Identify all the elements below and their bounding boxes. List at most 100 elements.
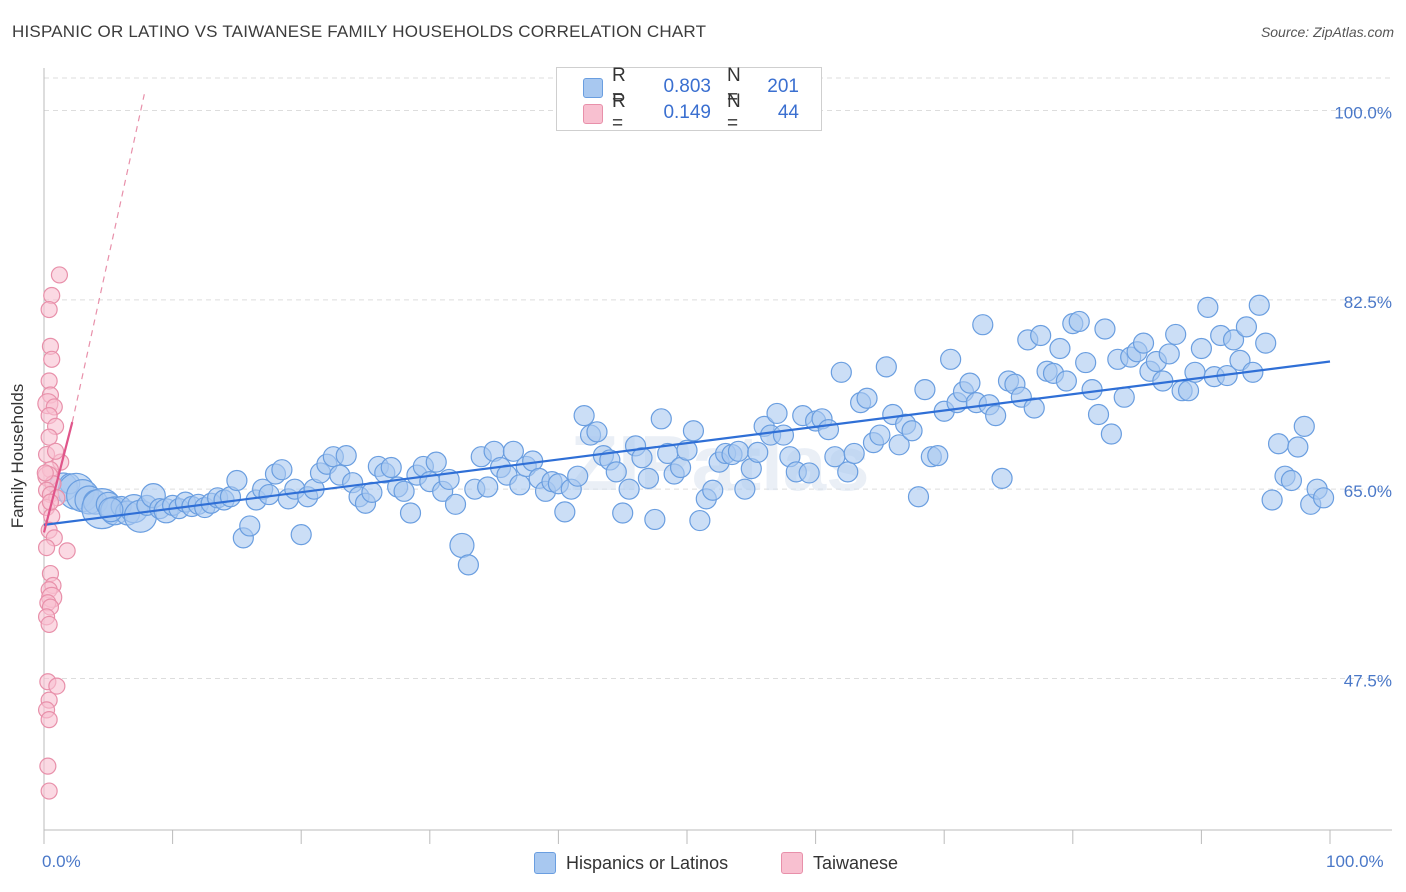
data-point bbox=[477, 476, 499, 498]
data-point bbox=[875, 356, 897, 378]
series-layer bbox=[36, 266, 1335, 800]
data-point bbox=[940, 348, 962, 370]
legend-n-value: 201 bbox=[767, 76, 799, 97]
data-point bbox=[605, 461, 627, 483]
legend-label-taiwanese: Taiwanese bbox=[813, 852, 899, 873]
data-point bbox=[43, 286, 61, 305]
data-point bbox=[612, 502, 634, 524]
y-tick-label: 82.5% bbox=[1344, 293, 1392, 312]
data-point bbox=[1087, 403, 1110, 426]
legend-r-value: 0.803 bbox=[663, 76, 711, 97]
data-point bbox=[1293, 415, 1315, 438]
y-axis-label: Family Households bbox=[8, 383, 27, 529]
legend-swatch-taiwanese bbox=[781, 852, 803, 874]
data-point bbox=[682, 420, 705, 442]
data-point bbox=[457, 554, 479, 576]
data-point bbox=[361, 481, 383, 504]
data-point bbox=[914, 379, 936, 401]
data-point bbox=[36, 464, 54, 482]
trend-extension bbox=[71, 94, 145, 423]
data-point bbox=[869, 424, 891, 446]
data-point bbox=[817, 419, 840, 441]
y-tick-label: 47.5% bbox=[1344, 672, 1392, 691]
x-tick-label-min: 0.0% bbox=[42, 852, 81, 871]
data-point bbox=[631, 447, 653, 469]
data-point bbox=[40, 428, 58, 446]
data-point bbox=[567, 465, 589, 487]
data-point bbox=[1075, 351, 1097, 374]
data-point bbox=[650, 408, 672, 430]
data-point bbox=[1287, 436, 1309, 458]
data-point bbox=[1197, 296, 1219, 318]
data-point bbox=[1055, 370, 1077, 392]
data-point bbox=[734, 478, 756, 500]
trend-line bbox=[43, 360, 1331, 526]
data-point bbox=[676, 439, 698, 461]
data-point bbox=[1030, 324, 1052, 347]
source-label: Source: ZipAtlas.com bbox=[1260, 24, 1394, 40]
data-point bbox=[46, 442, 65, 460]
legend-swatch-taiwanese bbox=[583, 104, 603, 124]
stats-legend: R = 0.803 N = 201 R = 0.149 N = 44 bbox=[556, 65, 822, 134]
data-point bbox=[1068, 310, 1090, 333]
data-point bbox=[772, 424, 795, 446]
chart-title: HISPANIC OR LATINO VS TAIWANESE FAMILY H… bbox=[12, 22, 707, 41]
data-point bbox=[58, 542, 76, 560]
data-point bbox=[1222, 329, 1245, 351]
data-point bbox=[959, 372, 981, 394]
data-point bbox=[43, 350, 61, 368]
data-point bbox=[39, 757, 57, 775]
data-point bbox=[837, 461, 859, 483]
y-tick-label: 65.0% bbox=[1344, 482, 1392, 501]
data-point bbox=[449, 532, 475, 559]
data-point bbox=[1081, 379, 1103, 401]
data-point bbox=[1255, 332, 1277, 354]
data-point bbox=[907, 486, 930, 508]
data-point bbox=[747, 441, 769, 463]
legend-r-label: R = bbox=[612, 65, 626, 108]
legend-n-label: N = bbox=[727, 91, 741, 134]
legend-swatch-hispanic bbox=[534, 852, 556, 874]
data-point bbox=[1235, 316, 1258, 338]
data-point bbox=[40, 300, 58, 319]
data-point bbox=[689, 509, 711, 532]
data-point bbox=[798, 462, 820, 484]
data-point bbox=[972, 314, 994, 336]
data-point bbox=[271, 459, 293, 481]
data-point bbox=[226, 469, 248, 492]
data-point bbox=[37, 538, 56, 557]
data-point bbox=[509, 474, 531, 496]
data-point bbox=[1267, 433, 1290, 455]
data-point bbox=[766, 402, 788, 425]
data-point bbox=[1248, 294, 1270, 316]
data-point bbox=[985, 404, 1007, 427]
data-point bbox=[393, 480, 415, 502]
data-point bbox=[830, 361, 852, 383]
data-point bbox=[1177, 380, 1200, 402]
bottom-legend-hispanic[interactable]: Hispanics or Latinos bbox=[534, 852, 728, 874]
data-point bbox=[1261, 489, 1283, 511]
data-point bbox=[1113, 386, 1135, 408]
legend-n-label: N = bbox=[727, 65, 741, 108]
legend-swatch-hispanic bbox=[583, 78, 603, 98]
series-hispanic bbox=[48, 294, 1335, 576]
data-point bbox=[1100, 423, 1122, 445]
data-point bbox=[573, 404, 595, 427]
trend-layer bbox=[42, 94, 1331, 533]
data-point bbox=[1132, 332, 1155, 354]
bottom-legend-taiwanese[interactable]: Taiwanese bbox=[781, 852, 898, 874]
data-point bbox=[618, 478, 640, 500]
data-point bbox=[554, 501, 576, 523]
data-point bbox=[290, 524, 312, 546]
data-point bbox=[502, 440, 524, 462]
data-point bbox=[1158, 343, 1180, 365]
data-point bbox=[991, 467, 1013, 489]
data-point bbox=[644, 508, 666, 531]
data-point bbox=[335, 445, 357, 467]
trend-line bbox=[42, 421, 74, 533]
data-point bbox=[1280, 469, 1303, 492]
data-point bbox=[856, 387, 878, 409]
data-point bbox=[1165, 323, 1187, 346]
data-point bbox=[1190, 337, 1213, 360]
